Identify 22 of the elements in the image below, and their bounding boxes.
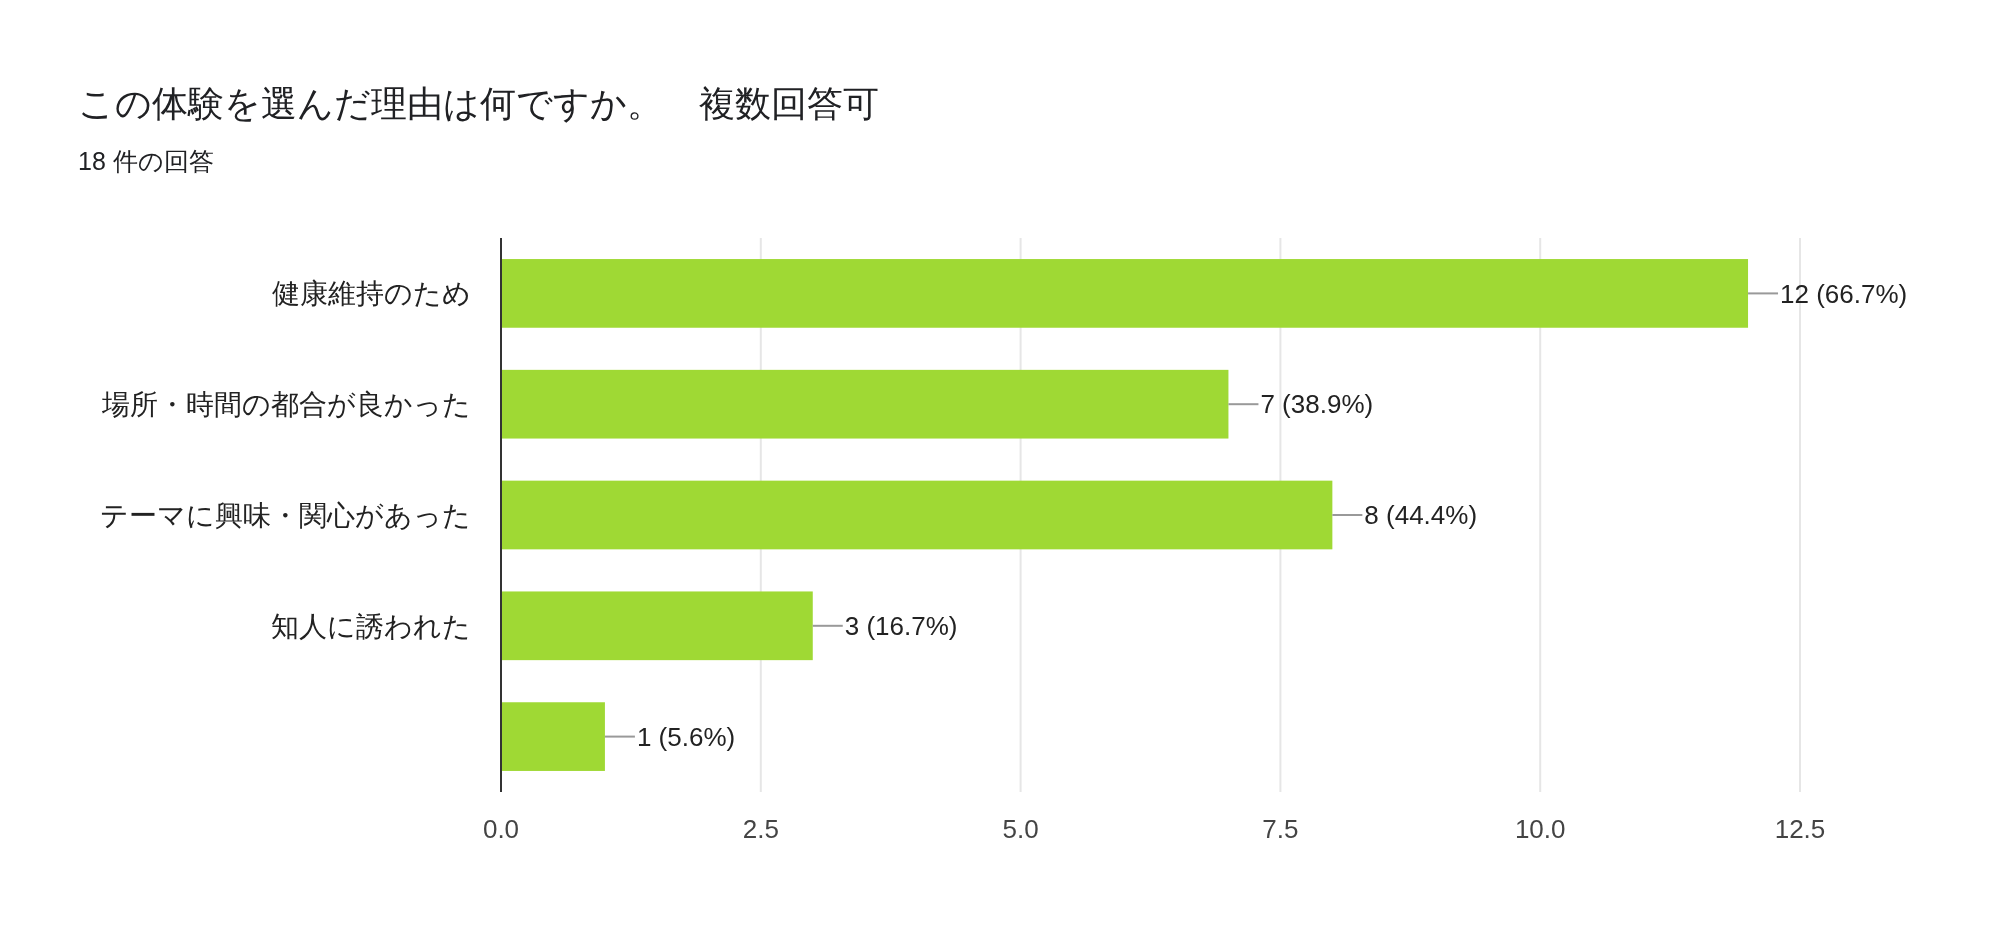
chart-title: この体験を選んだ理由は何ですか。 複数回答可 — [78, 83, 879, 124]
text: 18 件の回答 — [78, 147, 214, 175]
bar — [501, 480, 1333, 550]
y-tick-label: 知人に誘われた — [271, 610, 471, 642]
x-tick-label: 2.5 — [742, 814, 779, 844]
data-label: 3 (16.7%) — [844, 610, 958, 641]
bar — [501, 369, 1229, 439]
bar — [501, 591, 813, 661]
data-label: 7 (38.9%) — [1260, 389, 1374, 420]
y-tick-label: テーマに興味・関心があった — [100, 499, 471, 531]
x-tick-label: 0.0 — [482, 814, 520, 844]
x-tick-label: 7.5 — [1262, 814, 1299, 844]
x-tick-label: 10.0 — [1514, 814, 1566, 844]
x-tick-label: 5.0 — [1002, 814, 1039, 844]
data-label: 8 (44.4%) — [1364, 500, 1478, 531]
bar — [501, 702, 605, 771]
data-label: 1 (5.6%) — [636, 721, 736, 752]
y-tick-label: 場所・時間の都合が良かった — [101, 389, 471, 420]
x-tick-label: 12.5 — [1774, 814, 1826, 844]
data-label: 12 (66.7%) — [1780, 278, 1908, 309]
y-tick-label: 健康維持のため — [272, 278, 471, 310]
bar — [501, 259, 1749, 328]
